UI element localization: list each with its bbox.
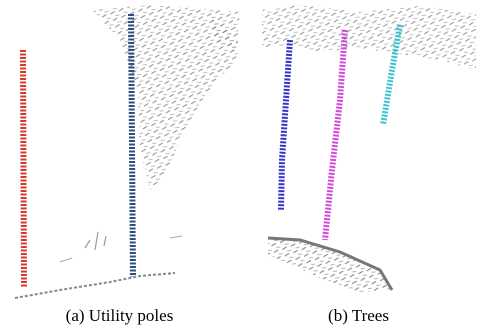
caption: (b) Trees — [239, 306, 478, 326]
tree-points — [281, 40, 290, 210]
point-cloud-panels — [0, 0, 478, 305]
figure: (a) Utility poles (b) Trees — [0, 0, 478, 331]
panel-utility-poles — [15, 5, 240, 298]
ground-points — [15, 273, 175, 298]
canopy-points — [262, 5, 476, 70]
caption: (a) Utility poles — [0, 306, 239, 326]
ground-points — [268, 238, 392, 292]
pole-points — [23, 50, 24, 287]
tree-points — [325, 30, 345, 240]
ground-points — [60, 236, 182, 262]
pole-points — [131, 14, 133, 277]
panel-trees — [262, 5, 476, 292]
ground-points — [85, 232, 106, 250]
